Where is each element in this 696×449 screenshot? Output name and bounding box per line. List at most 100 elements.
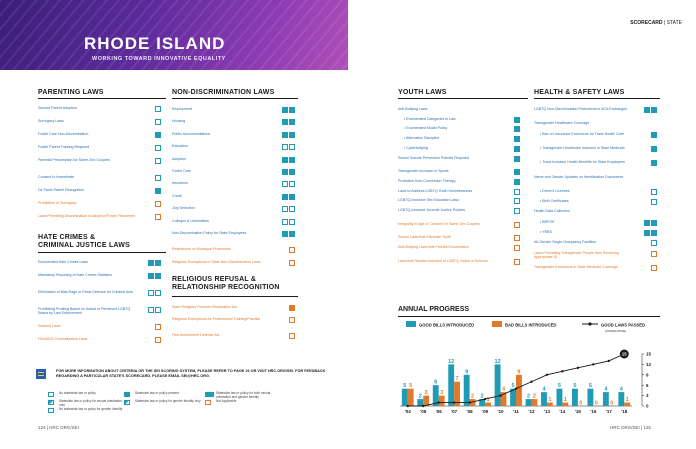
x-tick-label: '16 bbox=[590, 409, 597, 414]
x-tick-label: '09 bbox=[482, 409, 489, 414]
bar-good-value: 2 bbox=[419, 394, 422, 400]
bar-bad-value: 9 bbox=[517, 369, 520, 375]
bar-good bbox=[571, 388, 578, 406]
legend-label: Statewide law or policy present bbox=[135, 391, 179, 395]
line-point bbox=[530, 380, 533, 383]
law-row-label: Inequality in Age of Consent for Same-Se… bbox=[398, 221, 480, 226]
x-tick-label: '10 bbox=[497, 409, 504, 414]
x-tick-label: '13 bbox=[544, 409, 551, 414]
health-safety-heading: HEALTH & SAFETY LAWS bbox=[534, 89, 625, 96]
law-row-label: Credit bbox=[172, 193, 182, 198]
bar-bad bbox=[562, 402, 569, 406]
line-point bbox=[514, 387, 518, 390]
legend-swatch-icon bbox=[205, 392, 214, 397]
status-box-icon bbox=[289, 231, 295, 237]
y-tick-label: 3 bbox=[646, 393, 649, 398]
status-box-icon bbox=[155, 106, 161, 112]
bar-bad-value: 7 bbox=[456, 376, 459, 382]
status-box-icon bbox=[289, 156, 295, 163]
law-row-label: Second Parent Adoption bbox=[38, 106, 77, 110]
status-box-icon bbox=[514, 235, 520, 242]
parenting-rule bbox=[38, 98, 166, 99]
status-box-icon bbox=[282, 193, 288, 200]
legend-bad-swatch bbox=[492, 321, 502, 327]
state-subtitle: WORKING TOWARD INNOVATIVE EQUALITY bbox=[92, 56, 226, 62]
line-point bbox=[561, 370, 564, 373]
bar-bad bbox=[423, 395, 430, 406]
law-row-label: Laws that Restrict Inclusion of LGBTQ To… bbox=[398, 258, 488, 263]
status-box-icon bbox=[155, 119, 161, 125]
legend-swatch-icon bbox=[124, 400, 130, 405]
law-row-label: State Religious Freedom Restoration Act bbox=[172, 305, 237, 309]
status-box-icon bbox=[651, 188, 657, 195]
status-box-icon bbox=[155, 273, 161, 279]
status-box-icon bbox=[514, 208, 520, 214]
religious-refusal-heading: RELIGIOUS REFUSAL & RELATIONSHIP RECOGNI… bbox=[172, 276, 280, 292]
bar-good bbox=[556, 388, 563, 406]
law-row-label: Laws Prohibiting Transgender People from… bbox=[534, 250, 619, 259]
status-box-icon bbox=[289, 119, 295, 126]
law-row-label: Insurance bbox=[172, 181, 188, 186]
hrc-logo-icon bbox=[36, 369, 46, 379]
bar-good-value: 5 bbox=[512, 383, 515, 389]
bar-bad bbox=[500, 392, 507, 406]
state-title: RHODE ISLAND bbox=[84, 34, 226, 53]
law-row-label: Mandatory Reporting of Hate Crimes Stati… bbox=[38, 273, 112, 277]
law-row-label: Colleges & Universities bbox=[172, 218, 209, 223]
line-point bbox=[607, 359, 610, 363]
status-box-icon bbox=[282, 156, 288, 163]
status-box-icon bbox=[148, 260, 154, 266]
line-point bbox=[545, 373, 549, 376]
non-discrimination-rule bbox=[172, 98, 298, 99]
law-row-label: All-Gender Single Occupancy Facilities bbox=[534, 240, 597, 245]
bar-bad bbox=[516, 374, 522, 406]
status-box-icon bbox=[514, 198, 520, 205]
status-box-icon bbox=[282, 144, 288, 151]
status-box-icon bbox=[148, 307, 154, 313]
bar-bad bbox=[469, 399, 476, 406]
x-tick-label: '18 bbox=[621, 409, 628, 414]
religious-rule bbox=[172, 296, 298, 297]
bar-good-value: 2 bbox=[527, 394, 530, 400]
law-row-label: LGBTQ-Inclusive Sex Education Laws bbox=[398, 198, 459, 203]
line-point bbox=[406, 404, 409, 408]
bar-bad-value: 4 bbox=[502, 387, 506, 393]
law-row-label: School Suicide Prevention Policies Requi… bbox=[398, 155, 469, 160]
status-box-icon bbox=[289, 317, 295, 323]
law-row-label: • Driver's Licenses bbox=[540, 188, 570, 193]
bar-bad bbox=[624, 402, 631, 406]
status-box-icon bbox=[514, 188, 520, 195]
bar-bad-value: 1 bbox=[626, 397, 629, 403]
law-row-label: LGBTQ Non-Discrimination Protections in … bbox=[534, 107, 628, 111]
bar-bad-value: 2 bbox=[533, 394, 536, 400]
line-point bbox=[576, 366, 580, 370]
law-row-label: • Trans Inclusive Health Benefits for St… bbox=[540, 160, 625, 165]
bar-good-value: 2 bbox=[481, 394, 484, 400]
status-box-icon bbox=[289, 305, 295, 311]
law-row-label: Adoption bbox=[172, 156, 187, 161]
chart-title-rule bbox=[398, 316, 660, 317]
x-tick-label: '07 bbox=[451, 409, 458, 414]
law-row-label: • Enumerated Categories in Law bbox=[404, 116, 456, 121]
bar-good-value: 5 bbox=[558, 383, 561, 389]
status-box-icon bbox=[282, 206, 288, 213]
legend-label: No statewide law or policy bbox=[59, 391, 96, 395]
legend-swatch-icon bbox=[48, 400, 54, 405]
law-row-label: • YRBS bbox=[540, 230, 552, 234]
status-box-icon bbox=[514, 169, 520, 176]
religious-heading-line2: RELATIONSHIP RECOGNITION bbox=[172, 284, 280, 291]
line-point bbox=[483, 397, 487, 401]
status-box-icon bbox=[155, 188, 161, 194]
bar-good-value: 5 bbox=[403, 383, 406, 389]
status-box-icon bbox=[282, 181, 288, 188]
status-box-icon bbox=[651, 250, 657, 257]
law-row-label: • Cyberbullying bbox=[404, 145, 429, 150]
status-box-icon bbox=[651, 230, 657, 236]
status-box-icon bbox=[651, 264, 657, 271]
legend-label: Statewide law or policy for sexual orien… bbox=[59, 399, 122, 407]
x-tick-label: '12 bbox=[528, 409, 535, 414]
law-row-label: Prohibition of Surrogacy bbox=[38, 201, 77, 205]
status-box-icon bbox=[514, 145, 520, 152]
annual-progress-chart: GOOD BILLS INTRODUCED BAD BILLS INTRODUCE… bbox=[400, 321, 652, 414]
bar-bad-value: 0 bbox=[579, 401, 582, 407]
